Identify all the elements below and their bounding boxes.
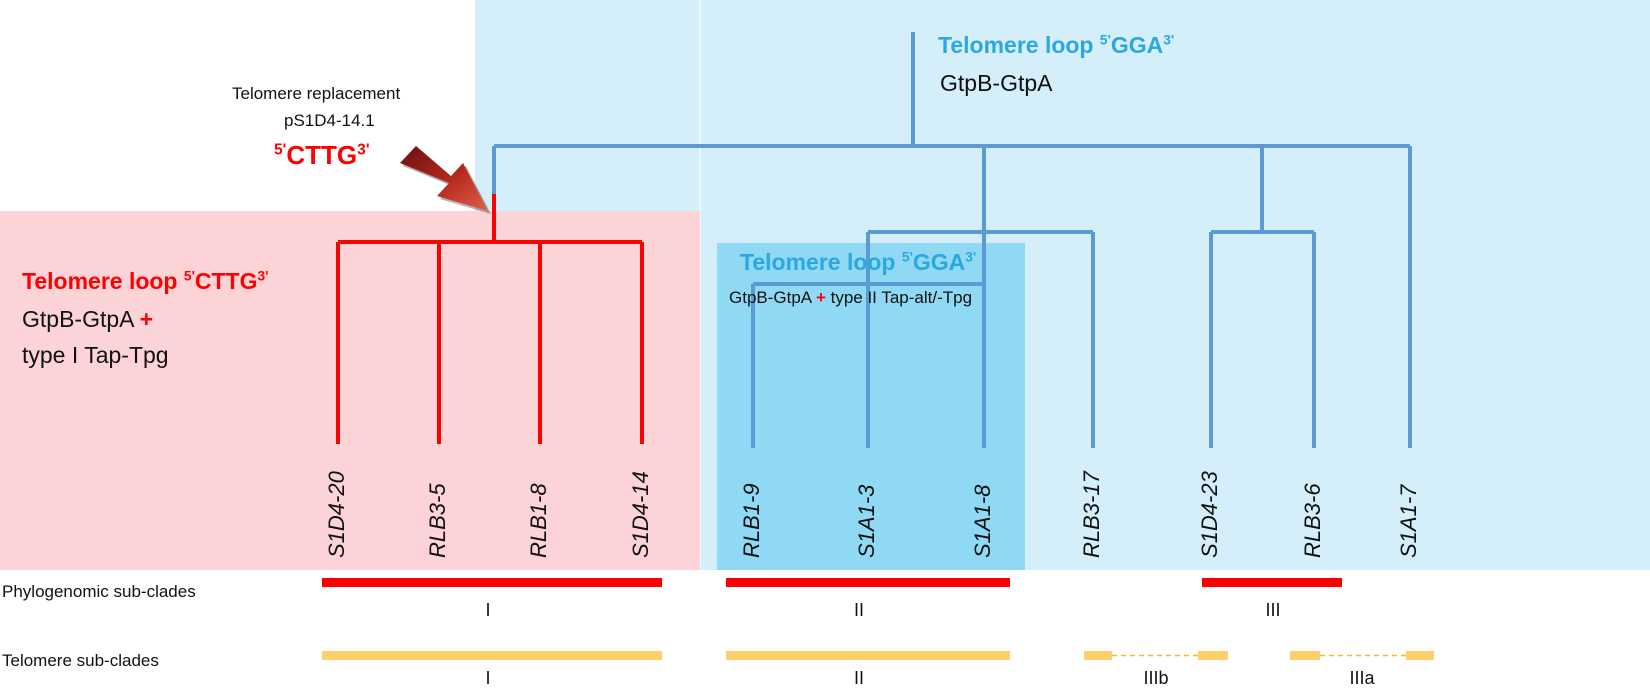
leaf-label: RLB1-9 [739, 483, 764, 558]
phylogenomic-clade-label: II [853, 600, 864, 620]
telomere-row-label: Telomere sub-clades [2, 651, 159, 670]
leaf-label: S1A1-8 [970, 484, 995, 558]
telomere-clade-label: II [853, 668, 864, 688]
telomere-clade-label: IIIb [1143, 668, 1169, 688]
leaf-label: S1D4-14 [628, 471, 653, 558]
leaf-label: RLB1-8 [526, 483, 551, 558]
phylogenomic-bars [322, 578, 1342, 587]
leaf-label: S1A1-3 [854, 484, 879, 558]
red-box-line1: GtpB-GtpA + [22, 306, 154, 332]
phylogenomic-row-label: Phylogenomic sub-clades [2, 582, 196, 601]
leaf-label: RLB3-6 [1300, 483, 1325, 558]
pink-clade-box [0, 211, 700, 570]
leaf-label: RLB3-5 [425, 483, 450, 558]
mid-box-subtitle: GtpB-GtpA + type II Tap-alt/-Tpg [729, 288, 973, 307]
replacement-line2: pS1D4-14.1 [284, 111, 375, 130]
leaf-label: S1A1-7 [1396, 484, 1421, 558]
telomere-clade-label: IIIa [1349, 668, 1375, 688]
leaf-label: S1D4-23 [1197, 471, 1222, 558]
mid-blue-box [717, 243, 1025, 570]
leaf-label: S1D4-20 [324, 471, 349, 558]
phylogenomic-clade-label: III [1265, 600, 1281, 620]
mid-box-title: Telomere loop 5'GGA3' [740, 249, 977, 275]
telomere-clade-label: I [485, 668, 491, 688]
red-box-title: Telomere loop 5'CTTG3' [22, 268, 269, 294]
replacement-line1: Telomere replacement [232, 84, 401, 103]
leaf-label: RLB3-17 [1079, 471, 1104, 558]
top-box-title: Telomere loop 5'GGA3' [938, 32, 1175, 58]
red-box-line2: type I Tap-Tpg [22, 342, 169, 368]
replacement-motif: 5'CTTG3' [274, 140, 370, 170]
red-clade-tree [336, 194, 644, 444]
phylogenomic-clade-label: I [485, 600, 491, 620]
top-box-subtitle: GtpB-GtpA [940, 70, 1053, 96]
replacement-arrow-icon [400, 146, 491, 214]
telomere-bars [322, 651, 1434, 660]
blue-tree [492, 32, 1412, 448]
